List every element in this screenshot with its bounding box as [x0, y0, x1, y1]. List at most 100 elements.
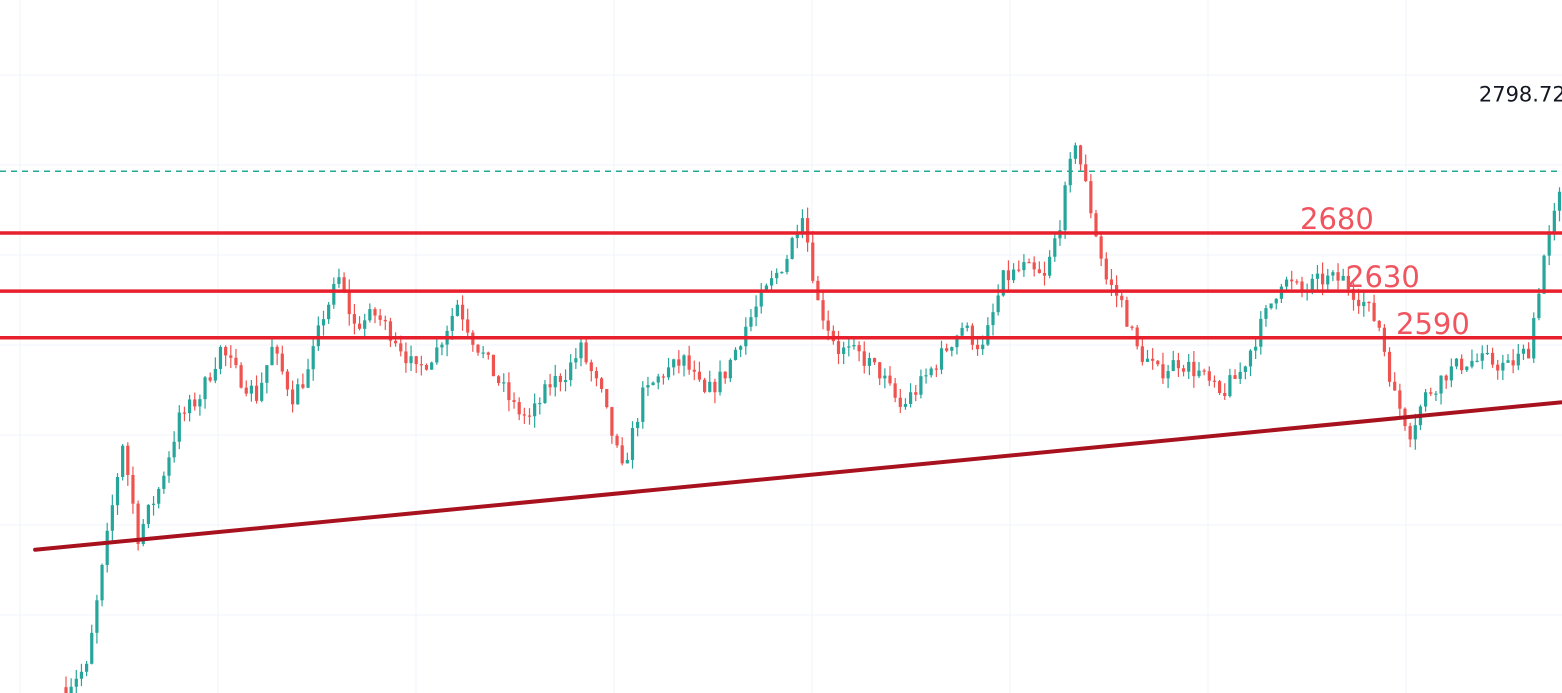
candle-body: [424, 364, 429, 370]
candle-body: [224, 346, 228, 356]
candle: [1496, 359, 1500, 380]
candle: [1331, 270, 1335, 282]
candle: [1552, 202, 1556, 241]
candle: [1475, 353, 1479, 363]
candle-body: [1161, 364, 1165, 379]
candle: [1490, 347, 1495, 368]
candle-body: [625, 459, 629, 464]
candle: [409, 345, 413, 372]
candle: [1387, 347, 1392, 387]
candle-body: [919, 376, 923, 395]
candle-body: [646, 385, 650, 388]
candle: [306, 358, 310, 389]
candle: [811, 230, 815, 284]
candle: [1506, 354, 1510, 363]
candle-body: [378, 315, 382, 320]
candle: [806, 207, 810, 252]
candle-body: [615, 435, 619, 446]
candle-body: [131, 474, 135, 504]
candle: [430, 361, 434, 370]
candle-body: [1465, 366, 1469, 371]
candle: [883, 368, 887, 389]
candle: [383, 315, 387, 331]
candle: [105, 522, 109, 573]
candle: [733, 347, 738, 361]
candle-body: [842, 347, 846, 355]
candle-body: [136, 503, 140, 544]
candle: [775, 268, 779, 284]
candle: [85, 660, 89, 677]
candle-body: [1084, 164, 1088, 182]
candle: [1073, 142, 1077, 164]
candle: [1027, 258, 1031, 264]
candle: [945, 343, 949, 353]
candle-body: [558, 376, 562, 383]
candle-body: [666, 367, 671, 378]
candle: [265, 365, 269, 394]
candle-body: [682, 355, 686, 366]
candle: [64, 676, 68, 693]
candle-body: [1187, 361, 1191, 372]
candle: [239, 362, 243, 389]
candle: [481, 346, 485, 359]
candle: [857, 341, 861, 362]
candle-body: [239, 365, 243, 388]
candle: [424, 363, 429, 371]
candle-body: [1099, 236, 1103, 259]
candle-body: [512, 400, 516, 403]
candle-body: [1300, 281, 1304, 291]
candle: [285, 369, 290, 397]
candle-body: [553, 376, 557, 388]
candle-body: [1104, 258, 1108, 280]
candle: [1078, 144, 1083, 171]
candle: [1212, 375, 1217, 388]
candle-body: [1156, 360, 1160, 365]
candle-body: [198, 399, 202, 407]
candle-body: [1192, 361, 1196, 377]
candle-body: [85, 663, 89, 672]
candle-body: [1001, 270, 1005, 296]
candle: [466, 308, 470, 339]
candle-body: [1331, 272, 1335, 276]
candle: [950, 346, 954, 357]
candle: [100, 563, 104, 607]
candle-body: [600, 378, 604, 389]
candle: [260, 372, 264, 403]
candle: [836, 330, 841, 365]
candle: [569, 354, 573, 387]
candle-body: [1254, 346, 1258, 351]
candle: [965, 322, 969, 332]
candle-body: [208, 377, 212, 381]
candle-body: [1238, 371, 1242, 379]
candle: [909, 383, 913, 408]
candle: [661, 373, 665, 385]
candle-body: [929, 368, 933, 376]
candle-body: [594, 371, 599, 379]
candle-body: [1073, 145, 1077, 159]
candle: [327, 301, 331, 324]
candle-body: [1490, 352, 1495, 365]
candle: [605, 388, 609, 409]
candle-body: [1017, 269, 1021, 271]
candle-body: [74, 678, 78, 687]
candle: [1429, 387, 1433, 397]
candle-body: [1521, 348, 1526, 354]
candle-body: [1181, 368, 1186, 372]
candle-body: [1439, 375, 1443, 394]
candle: [69, 678, 73, 693]
candle: [651, 381, 655, 386]
candle: [708, 370, 712, 393]
candle-body: [1207, 371, 1211, 381]
candle: [203, 376, 207, 409]
candle-body: [1434, 393, 1438, 395]
candle: [1218, 379, 1222, 395]
candle-body: [1145, 358, 1150, 362]
candle-body: [945, 348, 949, 351]
candle: [563, 369, 568, 392]
candle-body: [517, 402, 521, 415]
candle-body: [1485, 352, 1489, 355]
candle-body: [311, 346, 315, 370]
candle-body: [1166, 371, 1170, 379]
candle: [646, 376, 650, 397]
candle-body: [69, 686, 73, 693]
